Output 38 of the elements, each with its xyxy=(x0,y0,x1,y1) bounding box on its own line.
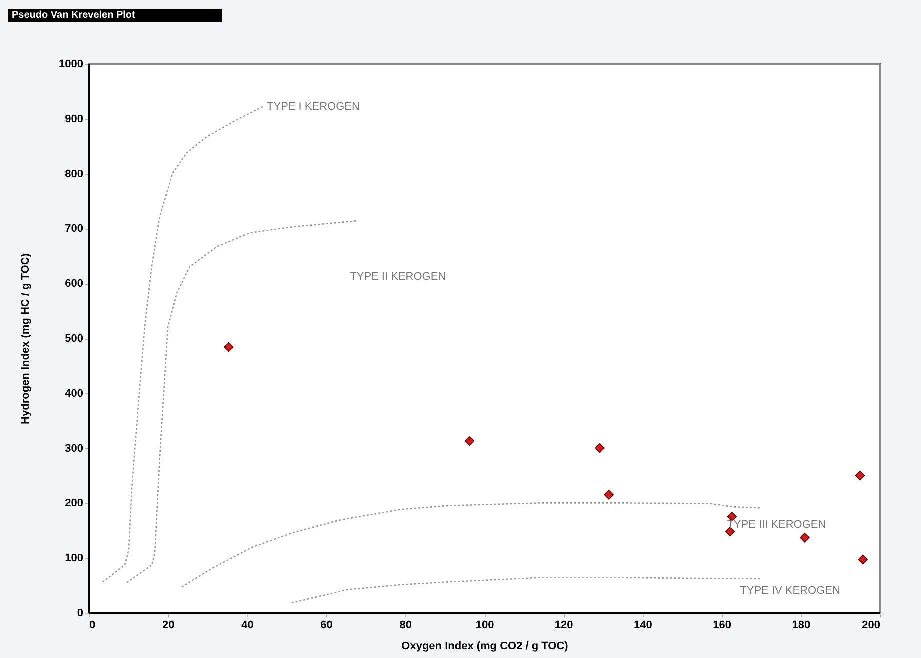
point xyxy=(595,443,605,454)
point xyxy=(604,490,614,500)
y-tick-label: 700 xyxy=(65,223,84,236)
y-axis-title: Hydrogen Index (mg HC / g TOC) xyxy=(20,253,32,424)
x-tick-label: 180 xyxy=(792,620,811,632)
x-tick-label: 60 xyxy=(320,620,333,632)
x-tick-label: 160 xyxy=(713,620,732,632)
y-tick-label: 900 xyxy=(65,113,84,126)
y-tick-label: 0 xyxy=(77,608,84,620)
point xyxy=(464,436,475,446)
point xyxy=(858,554,868,565)
y-tick-label: 300 xyxy=(65,442,84,455)
annotation: TYPE III KEROGEN xyxy=(727,519,826,532)
x-tick-label: 80 xyxy=(400,620,412,632)
x-axis-title: Oxygen Index (mg CO2 / g TOC) xyxy=(402,640,569,652)
y-tick-label: 600 xyxy=(65,278,84,290)
y-tick-label: 500 xyxy=(65,333,84,345)
x-tick-label: 120 xyxy=(554,620,574,632)
x-tick-label: 20 xyxy=(162,620,175,632)
x-tick-label: 140 xyxy=(634,620,652,632)
y-tick-label: 100 xyxy=(65,552,84,565)
y-tick-label: 200 xyxy=(65,498,84,510)
point xyxy=(855,470,866,481)
annotation: TYPE II KEROGEN xyxy=(350,271,446,284)
chart-title: Pseudo Van Krevelen Plot xyxy=(8,9,222,22)
y-tick-label: 800 xyxy=(65,168,84,180)
point xyxy=(800,532,810,543)
x-tick-label: 200 xyxy=(862,620,880,632)
annotation: TYPE IV KEROGEN xyxy=(740,584,840,597)
x-tick-label: 100 xyxy=(476,620,494,632)
x-tick-label: 0 xyxy=(90,620,96,632)
point xyxy=(224,342,234,352)
y-tick-label: 400 xyxy=(65,388,84,400)
line-series xyxy=(181,502,761,588)
y-tick-label: 1000 xyxy=(59,58,84,70)
annotation: TYPE I KEROGEN xyxy=(267,100,360,113)
line-series xyxy=(102,106,264,583)
x-tick-label: 40 xyxy=(242,620,254,632)
